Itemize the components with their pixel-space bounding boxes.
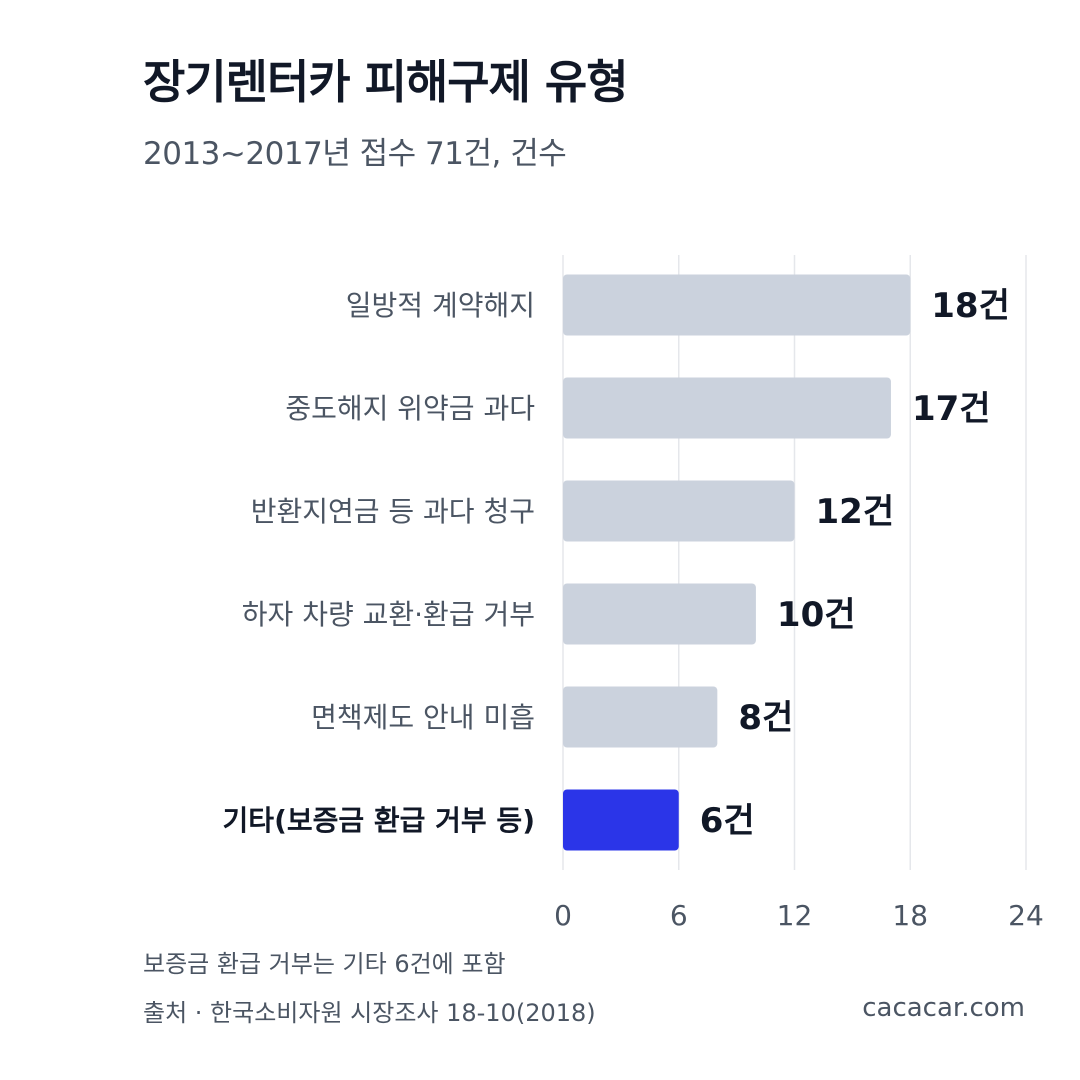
bar xyxy=(563,274,911,336)
x-axis-ticks: 0 6 12 18 24 xyxy=(554,899,1044,932)
category-label: 면책제도 안내 미흡 xyxy=(311,701,535,734)
value-label: 17건 xyxy=(912,389,991,429)
bar xyxy=(563,377,891,439)
bars xyxy=(563,274,911,851)
bar xyxy=(563,583,756,645)
x-tick-label: 24 xyxy=(1008,899,1044,932)
source-text: 출처 · 한국소비자원 시장조사 18-10(2018) xyxy=(143,999,596,1027)
value-label: 12건 xyxy=(816,492,895,532)
category-label: 일방적 계약해지 xyxy=(346,289,535,322)
value-label: 10건 xyxy=(777,595,856,635)
x-tick-label: 0 xyxy=(554,899,572,932)
grid-lines xyxy=(562,255,1027,870)
category-label: 기타(보증금 환급 거부 등) xyxy=(223,804,535,837)
bar xyxy=(563,686,718,748)
chart-subtitle: 2013~2017년 접수 71건, 건수 xyxy=(143,136,567,172)
x-tick-label: 18 xyxy=(892,899,928,932)
site-credit: cacacar.com xyxy=(862,993,1025,1023)
value-label: 8건 xyxy=(738,698,793,738)
value-label: 6건 xyxy=(700,801,755,841)
footnote: 보증금 환급 거부는 기타 6건에 포함 xyxy=(143,950,506,978)
value-labels: 18건 17건 12건 10건 8건 6건 xyxy=(700,286,1010,841)
bar xyxy=(563,480,795,542)
bar xyxy=(563,789,679,851)
category-label: 중도해지 위약금 과다 xyxy=(285,392,535,425)
x-tick-label: 6 xyxy=(670,899,688,932)
x-tick-label: 12 xyxy=(777,899,813,932)
category-label: 반환지연금 등 과다 청구 xyxy=(251,495,535,528)
value-label: 18건 xyxy=(931,286,1010,326)
chart-title: 장기렌터카 피해구제 유형 xyxy=(143,55,629,109)
category-label: 하자 차량 교환·환급 거부 xyxy=(242,598,535,631)
